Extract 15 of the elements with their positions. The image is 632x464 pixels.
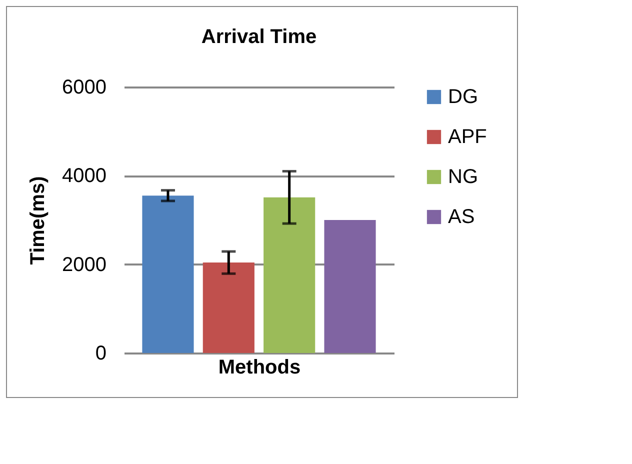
legend-label: NG [448, 166, 478, 188]
bar [142, 196, 194, 353]
y-axis-title: Time(ms) [27, 176, 50, 265]
bar [324, 220, 376, 353]
bar [264, 197, 316, 353]
legend-label: APF [448, 126, 487, 148]
chart-title: Arrival Time [201, 26, 317, 48]
y-tick-label: 6000 [62, 76, 106, 98]
legend-label: AS [448, 206, 475, 228]
bar [202, 262, 254, 353]
y-tick-label: 0 [95, 342, 106, 364]
y-tick-label: 4000 [62, 165, 106, 188]
x-axis-title: Methods [218, 356, 301, 378]
y-tick-label: 2000 [62, 254, 106, 276]
legend-label: DG [448, 86, 478, 108]
